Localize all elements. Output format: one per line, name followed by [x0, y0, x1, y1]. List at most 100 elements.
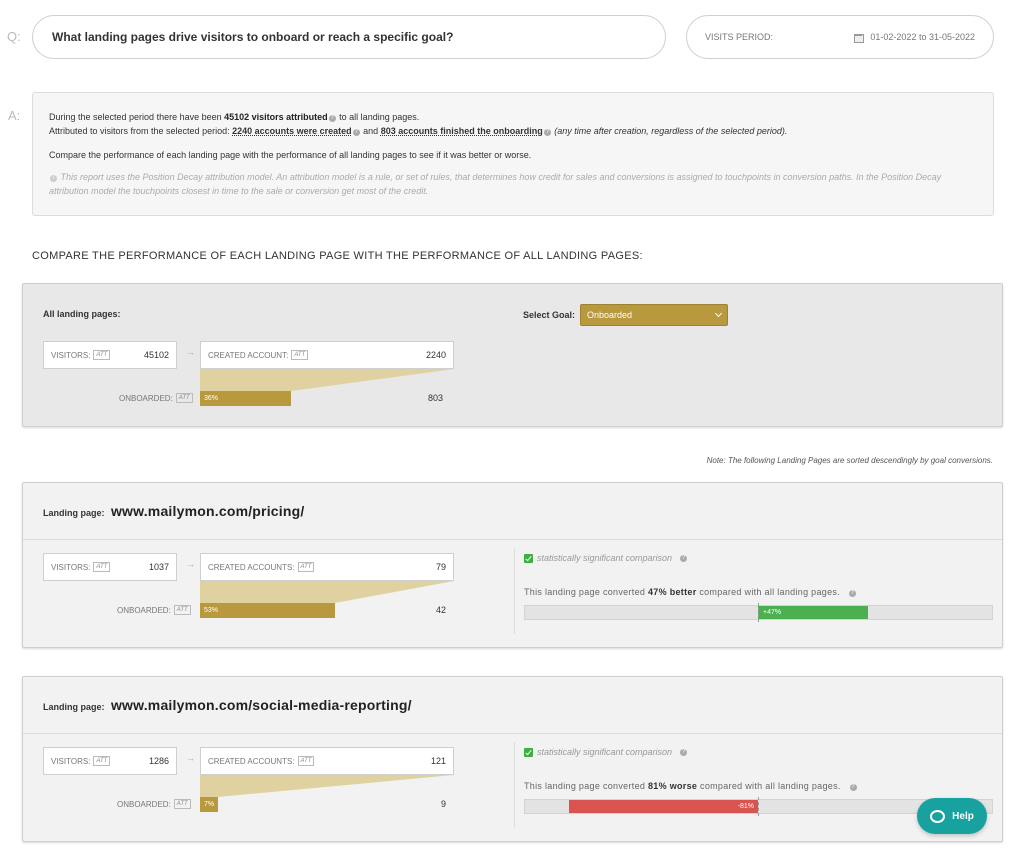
- visitors-box: VISITORS: ATT 1286: [43, 747, 177, 775]
- landing-page-url: www.mailymon.com/pricing/: [110, 503, 305, 519]
- conversion-comparison-text: This landing page converted 47% better c…: [524, 587, 857, 597]
- onboarded-label-wrap: ONBOARDED: ATT: [119, 393, 193, 403]
- landing-page-url: www.mailymon.com/social-media-reporting/: [110, 697, 412, 713]
- all-landing-pages-panel: All landing pages: Select Goal: Onboarde…: [22, 283, 1003, 427]
- conversion-text: This landing page converted: [524, 781, 648, 791]
- answer-letter: A:: [8, 108, 21, 123]
- arrow-right-icon: →: [186, 753, 195, 763]
- help-icon[interactable]: ?: [328, 115, 336, 122]
- visitors-label: VISITORS:: [51, 562, 91, 572]
- help-icon[interactable]: ?: [848, 590, 856, 597]
- sort-note: Note: The following Landing Pages are so…: [706, 456, 993, 465]
- answer-text: to all landing pages.: [336, 112, 420, 122]
- answer-line-2: Attributed to visitors from the selected…: [49, 124, 977, 138]
- created-accounts-label: CREATED ACCOUNTS:: [208, 562, 295, 572]
- visitors-value: 45102: [143, 350, 169, 360]
- select-goal-label: Select Goal:: [523, 310, 576, 320]
- conversion-text: This landing page converted: [524, 587, 648, 597]
- calendar-icon: [854, 33, 865, 43]
- created-accounts-value: 121: [430, 756, 446, 766]
- conversion-delta-text: 47% better: [647, 587, 697, 597]
- att-badge: ATT: [173, 799, 191, 809]
- attribution-note: i This report uses the Position Decay at…: [49, 170, 977, 198]
- funnel-shape: [200, 581, 454, 603]
- created-account-value: 2240: [425, 350, 446, 360]
- onboarded-label: ONBOARDED:: [119, 393, 173, 403]
- answer-box: During the selected period there have be…: [32, 92, 994, 216]
- conversion-comparison-text: This landing page converted 81% worse co…: [524, 781, 858, 791]
- onboarded-label-wrap: ONBOARDED: ATT: [117, 605, 191, 615]
- att-badge: ATT: [173, 605, 191, 615]
- visits-period-value: 01-02-2022 to 31-05-2022: [870, 32, 975, 42]
- onboarded-label: ONBOARDED:: [117, 799, 171, 809]
- onboarded-bar: 7%: [200, 797, 218, 812]
- created-accounts-box: CREATED ACCOUNTS: ATT 79: [200, 553, 454, 581]
- checkbox-checked-icon: [524, 747, 533, 757]
- help-icon[interactable]: ?: [680, 554, 688, 562]
- answer-text: (any time after creation, regardless of …: [551, 126, 788, 136]
- funnel-shape: [200, 369, 454, 391]
- onboarded-percent: 53%: [204, 607, 219, 614]
- comparison-bar: -81%: [524, 797, 993, 816]
- funnel-shape: [200, 775, 454, 797]
- arrow-right-icon: →: [186, 559, 195, 569]
- att-badge: ATT: [291, 350, 309, 360]
- goal-select[interactable]: Onboarded: [580, 304, 728, 326]
- att-badge: ATT: [93, 562, 111, 572]
- visitors-box: VISITORS: ATT 1037: [43, 553, 177, 581]
- answer-text: Attributed to visitors from the selected…: [49, 126, 233, 136]
- comparison-delta-label: +47%: [763, 609, 782, 616]
- help-icon[interactable]: ?: [849, 784, 857, 791]
- att-badge: ATT: [175, 393, 193, 403]
- landing-page-panel: Landing page: www.mailymon.com/social-me…: [22, 676, 1003, 842]
- help-button[interactable]: Help: [917, 798, 987, 834]
- onboarded-percent: 36%: [204, 395, 219, 402]
- visits-period-selector[interactable]: VISITS PERIOD: 01-02-2022 to 31-05-2022: [686, 15, 994, 59]
- help-button-label: Help: [952, 810, 974, 822]
- visitors-value: 1286: [148, 756, 169, 766]
- significance-text: statistically significant comparison: [537, 553, 673, 563]
- visitors-label: VISITORS:: [51, 350, 91, 360]
- divider: [514, 548, 515, 634]
- conversion-delta-text: 81% worse: [647, 781, 698, 791]
- all-landing-pages-label: All landing pages:: [43, 309, 121, 319]
- att-badge: ATT: [93, 350, 111, 360]
- landing-page-panel: Landing page: www.mailymon.com/pricing/ …: [22, 482, 1003, 648]
- answer-line-3: Compare the performance of each landing …: [49, 150, 532, 160]
- answer-text: and: [360, 126, 381, 136]
- help-icon[interactable]: ?: [352, 129, 360, 136]
- conversion-text: compared with all landing pages.: [697, 781, 841, 791]
- visitors-attributed-text: 45102 visitors attributed: [224, 112, 328, 122]
- landing-page-label: Landing page:: [43, 702, 105, 712]
- baseline-marker: [758, 603, 759, 622]
- question-box: What landing pages drive visitors to onb…: [32, 15, 666, 59]
- chat-bubble-icon: [930, 809, 946, 823]
- created-accounts-box: CREATED ACCOUNTS: ATT 121: [200, 747, 454, 775]
- comparison-bar-fill: +47%: [758, 606, 868, 619]
- onboarded-bar: 36%: [200, 391, 291, 406]
- help-icon[interactable]: ?: [543, 129, 551, 136]
- landing-page-header: Landing page: www.mailymon.com/social-me…: [23, 677, 1002, 734]
- onboarded-label-wrap: ONBOARDED: ATT: [117, 799, 191, 809]
- attribution-note-text: This report uses the Position Decay attr…: [49, 172, 942, 196]
- divider: [514, 742, 515, 828]
- help-icon[interactable]: ?: [680, 748, 688, 756]
- accounts-onboarded-text: 803 accounts finished the onboarding: [380, 126, 543, 136]
- created-account-box: CREATED ACCOUNT: ATT 2240: [200, 341, 454, 369]
- onboarded-percent: 7%: [204, 801, 215, 808]
- arrow-right-icon: →: [186, 347, 195, 357]
- att-badge: ATT: [297, 756, 315, 766]
- visitors-value: 1037: [148, 562, 169, 572]
- info-icon: i: [50, 175, 57, 182]
- visitors-label: VISITORS:: [51, 756, 91, 766]
- onboarded-value: 9: [441, 799, 447, 809]
- landing-page-header: Landing page: www.mailymon.com/pricing/: [23, 483, 1002, 540]
- significance-indicator: statistically significant comparison ?: [524, 747, 688, 757]
- checkbox-checked-icon: [524, 553, 533, 563]
- onboarded-value: 42: [436, 605, 447, 615]
- accounts-created-text: 2240 accounts were created: [232, 126, 352, 136]
- significance-text: statistically significant comparison: [537, 747, 673, 757]
- comparison-delta-label: -81%: [737, 803, 754, 810]
- created-accounts-label: CREATED ACCOUNTS:: [208, 756, 295, 766]
- created-account-label: CREATED ACCOUNT:: [208, 350, 289, 360]
